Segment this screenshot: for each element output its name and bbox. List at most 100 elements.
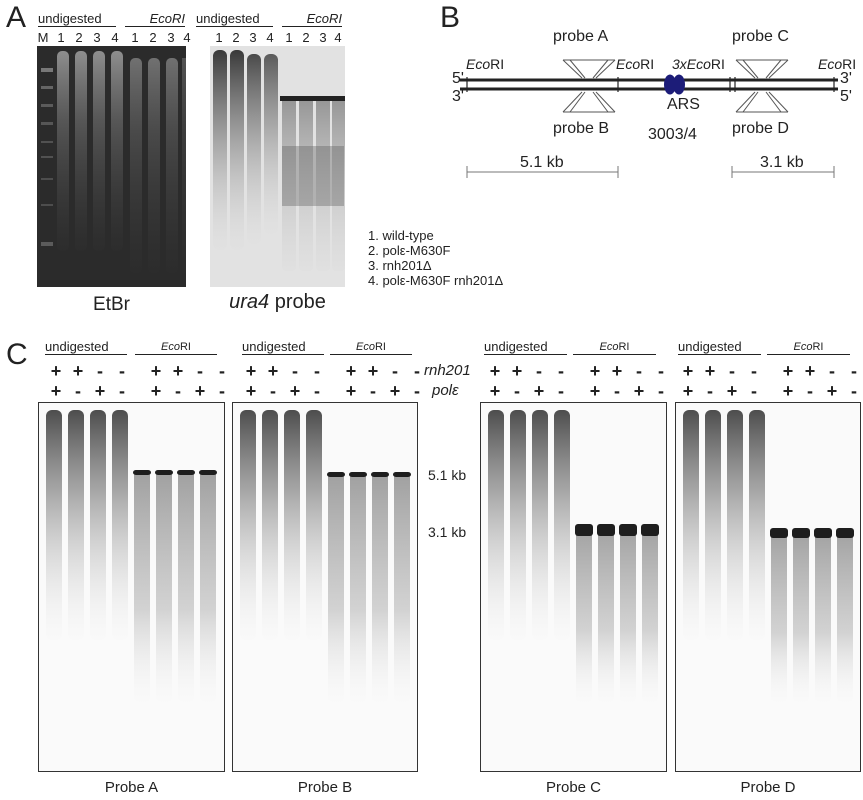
rnh201-sign: + bbox=[267, 361, 279, 381]
legend-wild-type: 1. wild-type bbox=[368, 228, 434, 243]
lane-number: 4 bbox=[266, 30, 274, 45]
ars-number: 3003/4 bbox=[648, 126, 697, 143]
pole-sign: + bbox=[489, 381, 501, 401]
blot-a-header-undigested: undigested bbox=[45, 340, 127, 355]
rnh201-sign: - bbox=[851, 361, 857, 381]
pole-sign: - bbox=[851, 381, 857, 401]
rnh201-sign: - bbox=[636, 361, 642, 381]
lane-number: 4 bbox=[183, 30, 191, 45]
ecori-site-middle: EcoRI bbox=[616, 56, 655, 72]
pole-sign: + bbox=[345, 381, 357, 401]
lane-band bbox=[575, 524, 593, 536]
blot-d-header-ecori: EcoRI bbox=[767, 340, 850, 355]
lane-smear bbox=[771, 528, 787, 702]
rnh201-sign: - bbox=[292, 361, 298, 381]
pole-sign: + bbox=[726, 381, 738, 401]
lane-number: 2 bbox=[232, 30, 240, 45]
pole-sign: - bbox=[270, 381, 276, 401]
row-label-pole: polε bbox=[432, 382, 459, 399]
pole-sign: + bbox=[194, 381, 206, 401]
blot-a-signs: + + - - + + - - + - + - + - + - bbox=[48, 361, 225, 402]
etbr-lane-numbers: M 1 2 3 4 1 2 3 4 bbox=[36, 30, 191, 45]
rnh201-sign: - bbox=[197, 361, 203, 381]
lane-number: 3 bbox=[319, 30, 327, 45]
probe-d-label: probe D bbox=[732, 120, 789, 137]
pole-sign: - bbox=[751, 381, 757, 401]
pole-sign: - bbox=[370, 381, 376, 401]
rnh201-sign: + bbox=[589, 361, 601, 381]
probe-c-label: probe C bbox=[732, 28, 789, 45]
rnh201-sign: + bbox=[611, 361, 623, 381]
lane-smear bbox=[328, 472, 344, 702]
lane-smear bbox=[350, 472, 366, 702]
rnh201-sign: + bbox=[782, 361, 794, 381]
lane-number: 1 bbox=[131, 30, 139, 45]
lane-number: 3 bbox=[93, 30, 101, 45]
ecori-site-3x: 3xEcoRI bbox=[672, 56, 725, 72]
pole-sign: - bbox=[314, 381, 320, 401]
pole-sign: - bbox=[219, 381, 225, 401]
lane-band bbox=[836, 528, 854, 538]
caption-probe-a: Probe A bbox=[104, 779, 159, 796]
lane-smear bbox=[200, 470, 216, 702]
lane-smear bbox=[554, 410, 570, 640]
caption-probe-d: Probe D bbox=[740, 779, 796, 796]
pole-sign: + bbox=[94, 381, 106, 401]
rnh201-sign: - bbox=[392, 361, 398, 381]
lane-band bbox=[177, 470, 195, 475]
pole-sign: + bbox=[633, 381, 645, 401]
probe-caption: ura4 probe bbox=[229, 291, 326, 313]
rnh201-sign: + bbox=[489, 361, 501, 381]
rnh201-sign: + bbox=[511, 361, 523, 381]
lane-smear bbox=[837, 528, 853, 702]
pole-sign: + bbox=[782, 381, 794, 401]
blot-b-header-ecori: EcoRI bbox=[330, 340, 412, 355]
pole-sign: - bbox=[558, 381, 564, 401]
lane-band bbox=[133, 470, 151, 475]
lane-number: 3 bbox=[167, 30, 175, 45]
pole-sign: - bbox=[707, 381, 713, 401]
probe-header-undigested: undigested bbox=[196, 12, 273, 27]
lane-smear bbox=[642, 524, 658, 702]
rnh201-sign: + bbox=[172, 361, 184, 381]
lane-number: 4 bbox=[111, 30, 119, 45]
rnh201-sign: + bbox=[245, 361, 257, 381]
blot-c-header-ecori: EcoRI bbox=[573, 340, 656, 355]
rnh201-sign: - bbox=[314, 361, 320, 381]
pole-sign: - bbox=[119, 381, 125, 401]
lane-band bbox=[641, 524, 659, 536]
lane-smear bbox=[488, 410, 504, 640]
lane-smear bbox=[532, 410, 548, 640]
etbr-header-ecori: EcoRI bbox=[125, 12, 185, 27]
pole-sign: - bbox=[807, 381, 813, 401]
lane-smear bbox=[576, 524, 592, 702]
rnh201-sign: - bbox=[536, 361, 542, 381]
lane-smear bbox=[284, 410, 300, 640]
lane-smear bbox=[598, 524, 614, 702]
etbr-header-undigested: undigested bbox=[38, 12, 116, 27]
strand-end-5-left: 5' bbox=[452, 70, 464, 87]
rnh201-sign: + bbox=[682, 361, 694, 381]
pole-sign: + bbox=[533, 381, 545, 401]
pole-sign: + bbox=[826, 381, 838, 401]
probe-b-label: probe B bbox=[553, 120, 610, 137]
rnh201-sign: - bbox=[658, 361, 664, 381]
lane-band bbox=[792, 528, 810, 538]
lane-band bbox=[327, 472, 345, 477]
blot-d-signs: + + - - + + - - + - + - + - + - bbox=[680, 361, 857, 402]
lane-number: M bbox=[37, 30, 49, 45]
probe-lane-numbers: 1 2 3 4 1 2 3 4 bbox=[212, 31, 344, 45]
lane-smear bbox=[620, 524, 636, 702]
restriction-map-diagram bbox=[460, 59, 838, 178]
panel-c-letter: C bbox=[6, 338, 28, 371]
lane-smear bbox=[306, 410, 322, 640]
lane-band bbox=[349, 472, 367, 477]
rnh201-sign: - bbox=[729, 361, 735, 381]
rnh201-sign: + bbox=[345, 361, 357, 381]
ars-label: ARS bbox=[667, 96, 700, 113]
probe-header-ecori: EcoRI bbox=[282, 12, 342, 27]
caption-probe-b: Probe B bbox=[297, 779, 353, 796]
blot-c-signs: + + - - + + - - + - + - + - + - bbox=[487, 361, 664, 402]
rnh201-sign: + bbox=[704, 361, 716, 381]
rnh201-sign: - bbox=[119, 361, 125, 381]
